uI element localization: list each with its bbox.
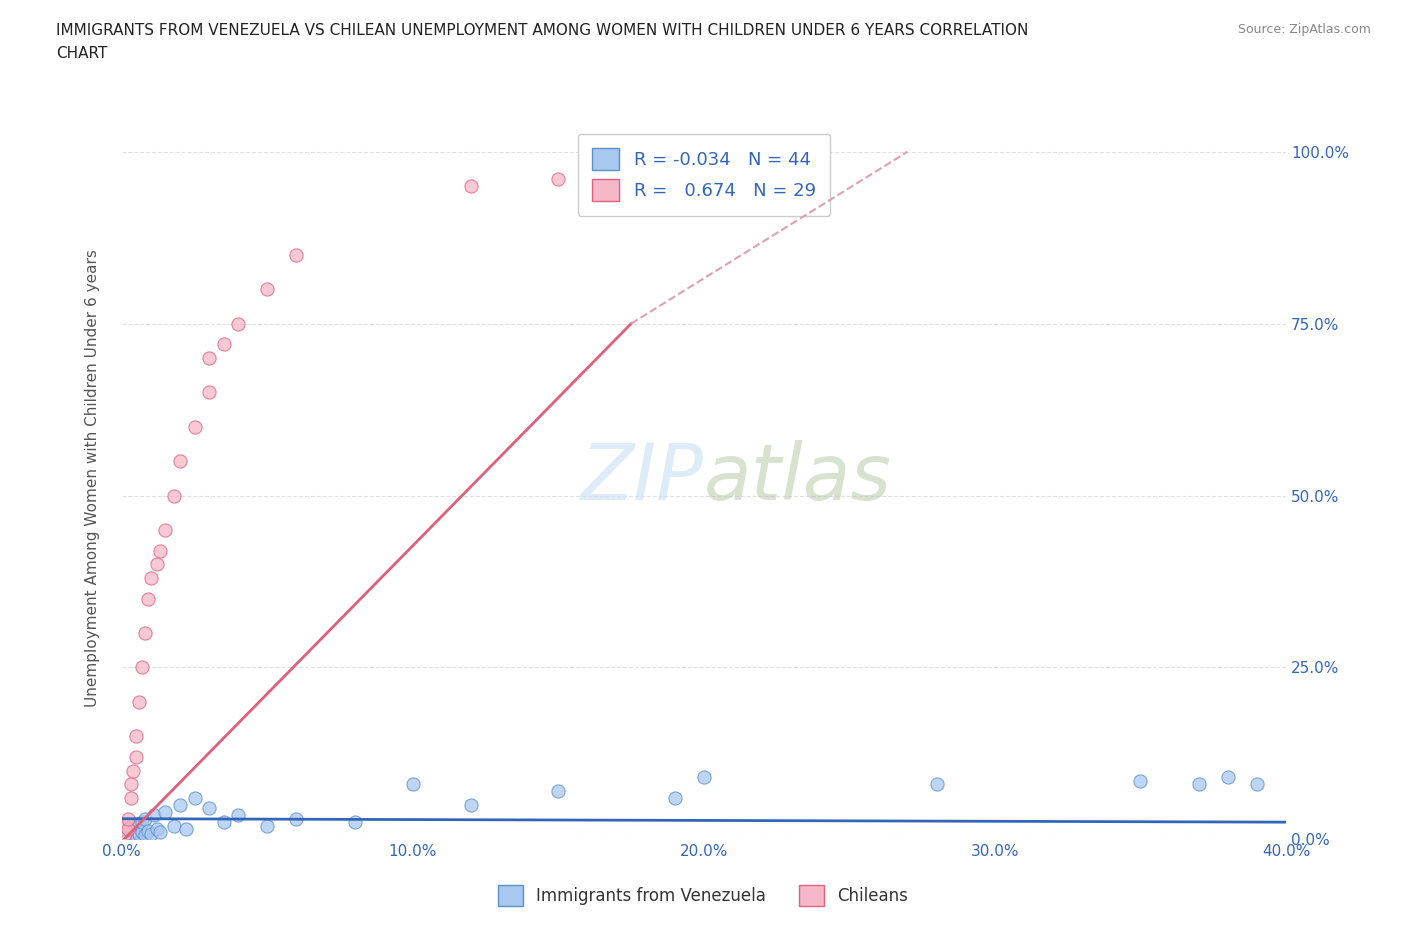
Point xyxy=(117,821,139,836)
Text: Source: ZipAtlas.com: Source: ZipAtlas.com xyxy=(1237,23,1371,36)
Point xyxy=(198,385,221,400)
Point xyxy=(117,821,139,836)
Point xyxy=(128,817,150,831)
Text: IMMIGRANTS FROM VENEZUELA VS CHILEAN UNEMPLOYMENT AMONG WOMEN WITH CHILDREN UNDE: IMMIGRANTS FROM VENEZUELA VS CHILEAN UNE… xyxy=(56,23,1029,38)
Point xyxy=(120,777,142,791)
Point xyxy=(114,825,136,840)
Point xyxy=(134,827,156,842)
Point xyxy=(1188,777,1211,791)
Point xyxy=(226,808,249,823)
Point xyxy=(1216,770,1239,785)
Point xyxy=(155,523,177,538)
Point xyxy=(120,818,142,833)
Point xyxy=(547,784,569,799)
Point xyxy=(212,337,235,352)
Point xyxy=(198,351,221,365)
Point xyxy=(131,815,153,830)
Point xyxy=(460,179,482,193)
Point xyxy=(664,790,686,805)
Point xyxy=(120,790,142,805)
Text: CHART: CHART xyxy=(56,46,108,61)
Point xyxy=(145,821,167,836)
Point xyxy=(145,557,167,572)
Point xyxy=(134,626,156,641)
Text: ZIP: ZIP xyxy=(581,440,704,516)
Point xyxy=(169,798,191,813)
Point xyxy=(125,819,148,834)
Point xyxy=(163,818,186,833)
Point xyxy=(149,543,172,558)
Point xyxy=(114,818,136,833)
Point xyxy=(693,770,716,785)
Point xyxy=(122,828,145,843)
Point xyxy=(163,488,186,503)
Point xyxy=(117,811,139,826)
Point xyxy=(114,827,136,842)
Point xyxy=(125,750,148,764)
Point xyxy=(1129,774,1152,789)
Point xyxy=(122,764,145,778)
Point xyxy=(634,165,657,179)
Point xyxy=(925,777,948,791)
Point xyxy=(120,826,142,841)
Point xyxy=(131,660,153,675)
Point xyxy=(120,830,142,844)
Point xyxy=(198,801,221,816)
Point xyxy=(128,695,150,710)
Point xyxy=(460,798,482,813)
Point xyxy=(174,821,197,836)
Point xyxy=(285,811,308,826)
Point xyxy=(139,827,162,842)
Point xyxy=(169,454,191,469)
Point xyxy=(125,829,148,844)
Point xyxy=(149,825,172,840)
Point xyxy=(256,282,278,297)
Point xyxy=(183,790,205,805)
Point xyxy=(183,419,205,434)
Point xyxy=(256,818,278,833)
Legend: Immigrants from Venezuela, Chileans: Immigrants from Venezuela, Chileans xyxy=(491,879,915,912)
Point xyxy=(142,808,165,823)
Point xyxy=(139,571,162,586)
Point xyxy=(114,829,136,844)
Point xyxy=(343,815,366,830)
Point xyxy=(547,172,569,187)
Point xyxy=(128,827,150,842)
Point xyxy=(117,830,139,844)
Point xyxy=(226,316,249,331)
Point xyxy=(402,777,425,791)
Point xyxy=(136,591,159,606)
Legend: R = -0.034   N = 44, R =   0.674   N = 29: R = -0.034 N = 44, R = 0.674 N = 29 xyxy=(578,134,830,216)
Point xyxy=(134,811,156,826)
Point xyxy=(136,824,159,839)
Y-axis label: Unemployment Among Women with Children Under 6 years: Unemployment Among Women with Children U… xyxy=(86,249,100,707)
Point xyxy=(1246,777,1268,791)
Point xyxy=(122,824,145,839)
Point xyxy=(285,247,308,262)
Text: atlas: atlas xyxy=(704,440,891,516)
Point xyxy=(131,825,153,840)
Point xyxy=(155,804,177,819)
Point xyxy=(117,827,139,842)
Point xyxy=(212,815,235,830)
Point xyxy=(125,729,148,744)
